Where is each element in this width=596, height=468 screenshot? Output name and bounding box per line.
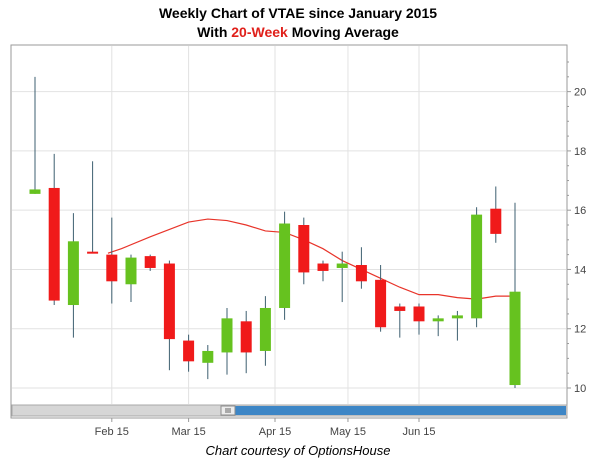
scrollbar-left-grip-icon[interactable] [220,405,236,416]
candle-body [125,257,137,285]
candle-body [221,318,233,353]
candle [375,265,387,332]
y-tick-label: 14 [574,264,586,276]
candle-body [279,223,291,308]
x-tick-label: Apr 15 [259,426,291,438]
candle-body [355,265,367,282]
chart-subtitle: With 20-Week Moving Average [0,24,596,40]
chart-title: Weekly Chart of VTAE since January 2015 [158,5,438,21]
candle [413,303,425,335]
candle [29,76,41,194]
moving-average-line [107,218,515,300]
candle [259,296,271,366]
candle [240,310,252,374]
candle-body [67,241,79,306]
candle [125,254,137,303]
x-axis: Feb 15 Mar 15 Apr 15 May 15 Jun 15 [95,418,436,438]
x-tick-label: May 15 [330,426,366,438]
x-tick-label: Mar 15 [171,426,205,438]
candle [183,334,195,372]
candlestick-chart: 10 12 14 16 18 20 Feb 15 Mar 15 Apr 15 May 15 Jun… [10,44,586,438]
candle [490,186,502,243]
chart-credit: Chart courtesy of OptionsHouse [205,443,391,458]
candle-body [413,306,425,322]
candle [144,254,156,271]
candle-body [451,315,463,319]
y-axis: 10 12 14 16 18 20 [567,61,586,395]
candle-body [48,187,60,301]
candle [471,207,483,328]
candle-body [336,263,348,268]
candle [355,247,367,289]
subtitle-prefix: With [197,24,232,40]
candle [48,153,60,306]
candle [336,251,348,303]
candle-body [298,225,310,273]
candles-layer [29,76,521,388]
candle-body [509,291,521,386]
candle-body [375,279,387,328]
candle-body [317,263,329,271]
candle [298,217,310,285]
candle [451,310,463,341]
candle-body [471,214,483,319]
candle [221,307,233,375]
scrollbar-thumb[interactable] [222,406,566,415]
candle-body [183,340,195,362]
y-tick-label: 20 [574,87,586,99]
candle-body [394,306,406,311]
candle-body [202,350,214,363]
candle [106,217,118,304]
x-tick-label: Jun 15 [402,426,435,438]
candle [163,260,175,371]
candle-body [240,321,252,353]
scrollbar[interactable] [11,404,568,417]
candle [509,202,521,388]
moving-average-layer [107,218,515,300]
candle-body [29,189,41,194]
candle-body [87,251,99,254]
candle-body [106,254,118,282]
candle-body [163,263,175,340]
candle-body [432,318,444,322]
candle [279,211,291,320]
candle-body [490,208,502,234]
x-tick-label: Feb 15 [95,426,129,438]
y-tick-label: 10 [574,383,586,395]
y-tick-label: 16 [574,205,586,217]
subtitle-suffix: Moving Average [287,24,399,40]
candle [87,161,99,254]
candle [67,213,79,338]
y-tick-label: 12 [574,324,586,336]
candle-body [144,256,156,268]
candle [317,260,329,282]
candle [202,345,214,380]
y-tick-label: 18 [574,146,586,158]
candle [394,303,406,338]
candle [432,315,444,337]
subtitle-highlight: 20-Week [231,24,288,40]
candle-body [259,307,271,351]
